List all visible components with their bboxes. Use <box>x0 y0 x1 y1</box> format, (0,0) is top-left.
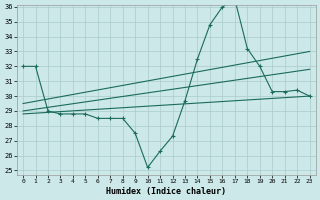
X-axis label: Humidex (Indice chaleur): Humidex (Indice chaleur) <box>106 187 226 196</box>
